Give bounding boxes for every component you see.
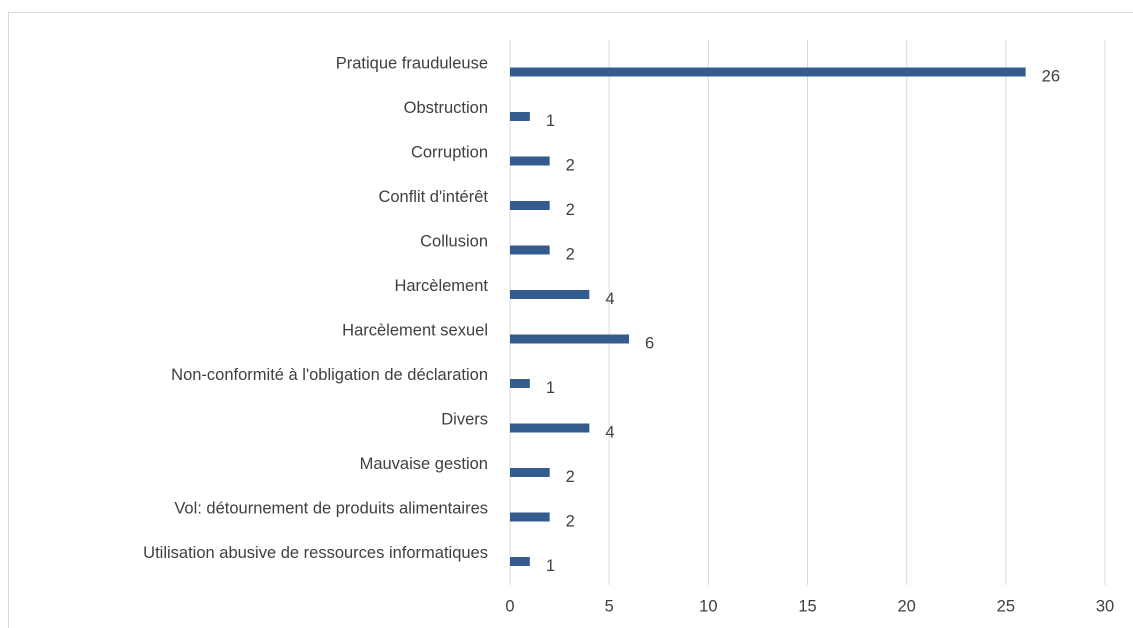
data-label: 4: [605, 423, 614, 441]
y-tick-label: Vol: détournement de produits alimentair…: [174, 499, 488, 517]
bar: [510, 201, 550, 210]
data-label: 2: [566, 512, 575, 530]
bar: [510, 112, 530, 121]
bar: [510, 156, 550, 166]
x-tick-label: 25: [997, 597, 1015, 615]
x-tick-label: 15: [798, 597, 816, 615]
bar: [510, 334, 629, 344]
bar: [510, 379, 530, 388]
y-tick-label: Harcèlement sexuel: [342, 321, 488, 339]
y-tick-label: Corruption: [411, 143, 488, 161]
bar: [510, 423, 590, 433]
x-tick-label: 0: [505, 597, 514, 615]
x-tick-label: 5: [605, 597, 614, 615]
chart-border: [8, 12, 1133, 628]
bar: [510, 512, 550, 522]
data-label: 2: [566, 468, 575, 486]
bar: [510, 468, 550, 477]
y-tick-label: Utilisation abusive de ressources inform…: [143, 544, 488, 562]
data-label: 1: [546, 557, 555, 575]
y-tick-label: Divers: [441, 410, 488, 428]
y-tick-label: Non-conformité à l'obligation de déclara…: [171, 366, 488, 384]
y-tick-label: Mauvaise gestion: [360, 455, 488, 473]
data-label: 1: [546, 379, 555, 397]
x-tick-label: 20: [897, 597, 915, 615]
data-label: 2: [566, 156, 575, 174]
data-label: 2: [566, 201, 575, 219]
x-tick-label: 10: [699, 597, 717, 615]
bar: [510, 557, 530, 566]
y-tick-label: Pratique frauduleuse: [336, 54, 488, 72]
data-label: 1: [546, 112, 555, 130]
y-tick-label: Harcèlement: [394, 277, 488, 295]
data-label: 6: [645, 334, 654, 352]
data-label: 4: [605, 290, 614, 308]
y-tick-label: Obstruction: [404, 99, 488, 117]
x-tick-label: 30: [1096, 597, 1114, 615]
bar: [510, 290, 590, 299]
bar: [510, 245, 550, 255]
y-tick-label: Collusion: [420, 232, 488, 250]
data-label: 2: [566, 245, 575, 263]
data-label: 26: [1042, 67, 1060, 85]
y-tick-label: Conflit d'intérêt: [378, 188, 488, 206]
bar: [510, 67, 1026, 77]
